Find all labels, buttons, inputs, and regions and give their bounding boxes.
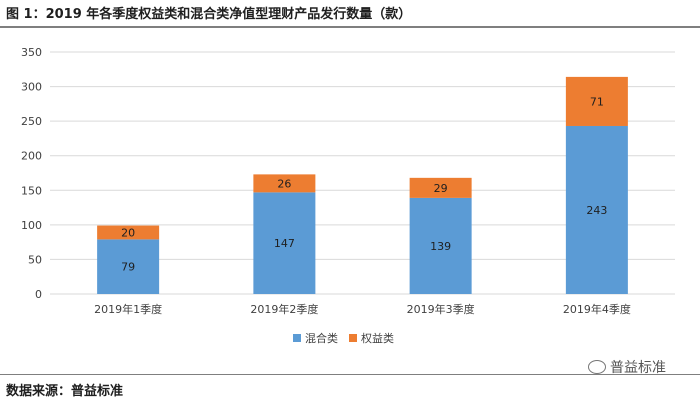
data-label: 26 bbox=[277, 177, 291, 190]
chart-area: 0 50 100 150 200 250 300 350 79 20 2019年1季度 147 26 20… bbox=[0, 30, 700, 370]
y-tick-label: 300 bbox=[21, 81, 42, 94]
data-label: 147 bbox=[274, 237, 295, 250]
data-source: 数据来源：普益标准 bbox=[6, 384, 124, 399]
bar-segment bbox=[97, 239, 160, 294]
y-tick-label: 0 bbox=[35, 288, 42, 301]
x-tick-label: 2019年4季度 bbox=[563, 302, 631, 316]
legend-swatch bbox=[293, 334, 301, 342]
y-tick-label: 200 bbox=[21, 150, 42, 163]
data-label: 29 bbox=[434, 182, 448, 195]
watermark: 普益标准 bbox=[588, 357, 666, 377]
x-tick-label: 2019年3季度 bbox=[407, 302, 475, 316]
bar-segment bbox=[253, 174, 316, 193]
bar-segment bbox=[97, 225, 160, 240]
stacked-bar-chart: 0 50 100 150 200 250 300 350 79 20 2019年1季度 147 26 20… bbox=[21, 46, 675, 345]
figure-title: 图 1：2019 年各季度权益类和混合类净值型理财产品发行数量（款） bbox=[6, 7, 412, 22]
bar-segment bbox=[409, 177, 472, 198]
data-label: 139 bbox=[430, 240, 451, 253]
bar-segment bbox=[253, 192, 316, 294]
legend-swatch bbox=[349, 334, 357, 342]
bottom-divider bbox=[0, 374, 700, 375]
bar-segment bbox=[565, 76, 628, 126]
x-tick-label: 2019年1季度 bbox=[94, 302, 162, 316]
bar-segment bbox=[565, 125, 628, 295]
y-tick-label: 50 bbox=[28, 253, 42, 266]
data-label: 71 bbox=[590, 95, 604, 108]
watermark-text: 普益标准 bbox=[610, 360, 666, 376]
y-tick-label: 250 bbox=[21, 115, 42, 128]
data-label: 20 bbox=[121, 226, 135, 239]
bar-segment bbox=[409, 197, 472, 294]
data-label: 243 bbox=[586, 204, 607, 217]
y-tick-label: 150 bbox=[21, 184, 42, 197]
legend-label: 权益类 bbox=[361, 331, 394, 345]
data-label: 79 bbox=[121, 261, 135, 274]
x-tick-label: 2019年2季度 bbox=[250, 302, 318, 316]
y-tick-label: 100 bbox=[21, 219, 42, 232]
wechat-icon bbox=[588, 360, 606, 374]
legend-label: 混合类 bbox=[305, 331, 338, 345]
y-tick-label: 350 bbox=[21, 46, 42, 59]
top-divider bbox=[0, 26, 700, 28]
